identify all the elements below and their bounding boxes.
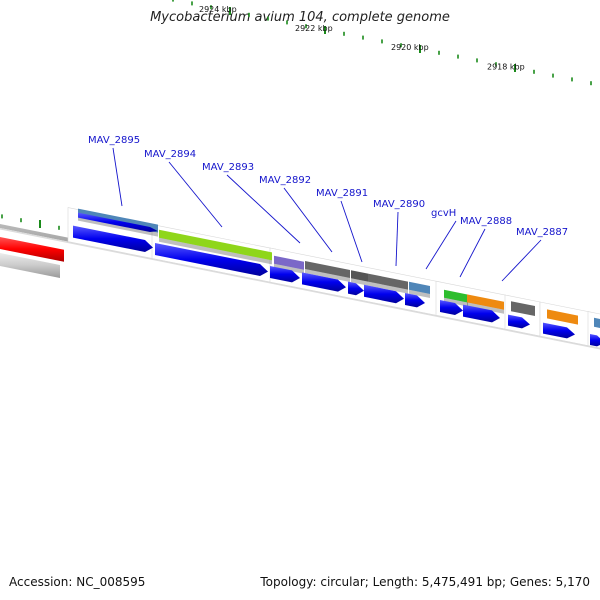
gene-bar xyxy=(0,253,60,278)
gene-label: MAV_2894 xyxy=(144,149,196,160)
gene-label: MAV_2888 xyxy=(460,216,512,227)
leader-line xyxy=(425,220,457,270)
gene-bar-shade xyxy=(409,289,430,298)
cds-arrow xyxy=(364,284,404,304)
scale-label: 2924 kbp xyxy=(199,5,237,14)
gene-bar-shade xyxy=(78,216,158,237)
leader-line xyxy=(501,239,542,282)
map-title: Mycobacterium avium 104, complete genome xyxy=(150,10,450,25)
scale-label: 2918 kbp xyxy=(487,62,525,71)
gene-bar xyxy=(409,281,430,294)
leader-line xyxy=(168,161,223,228)
gene-bar-shade xyxy=(467,302,504,314)
genome-summary-text: Topology: circular; Length: 5,475,491 bp… xyxy=(260,575,590,589)
leader-line xyxy=(395,211,399,267)
scale-label: 2922 kbp xyxy=(295,24,333,33)
cds-arrow xyxy=(440,300,463,315)
cds-arrow xyxy=(405,293,425,308)
cds-arrow xyxy=(270,266,300,283)
accession-text: Accession: NC_008595 xyxy=(9,575,146,589)
gene-label: gcvH xyxy=(431,208,456,219)
gene-bar xyxy=(594,317,600,328)
gene-bar-shade xyxy=(368,281,408,294)
gene-label: MAV_2895 xyxy=(88,135,140,146)
gene-bar xyxy=(467,294,504,310)
gene-label: MAV_2887 xyxy=(516,227,568,238)
cds-arrow xyxy=(508,314,530,329)
gene-bar xyxy=(351,270,368,282)
gene-bar-shade xyxy=(159,237,272,265)
cds-arrow xyxy=(155,243,268,276)
gene-bar xyxy=(159,229,272,261)
gene-label: MAV_2892 xyxy=(259,175,311,186)
gene-bar-shade xyxy=(274,263,304,274)
cds-arrow xyxy=(590,334,600,347)
gene-bar-shade xyxy=(305,269,350,282)
gene-bar xyxy=(547,309,578,325)
scale-label: 2920 kbp xyxy=(391,43,429,52)
gene-bar-shade xyxy=(351,278,368,286)
gene-label: MAV_2890 xyxy=(373,199,425,210)
leader-line xyxy=(459,228,486,278)
gene-bar xyxy=(444,289,468,303)
gene-bar xyxy=(305,261,350,278)
cds-arrow xyxy=(302,272,346,292)
gene-bar xyxy=(0,237,64,262)
gene-bar xyxy=(511,301,535,316)
genome-backbone-shadow xyxy=(0,228,600,350)
cds-arrow xyxy=(78,212,158,232)
gene-bar xyxy=(274,255,304,270)
cds-arrow xyxy=(348,281,364,296)
leader-line xyxy=(226,174,301,244)
cds-arrow xyxy=(73,225,153,252)
leader-line xyxy=(283,187,333,253)
cds-arrow xyxy=(463,304,500,323)
gene-bar-shade xyxy=(444,297,468,307)
gene-bar xyxy=(368,273,408,290)
leader-line xyxy=(112,147,123,207)
gene-label: MAV_2891 xyxy=(316,188,368,199)
cds-arrow xyxy=(543,322,575,339)
gene-label: MAV_2893 xyxy=(202,162,254,173)
leader-line xyxy=(340,200,363,263)
